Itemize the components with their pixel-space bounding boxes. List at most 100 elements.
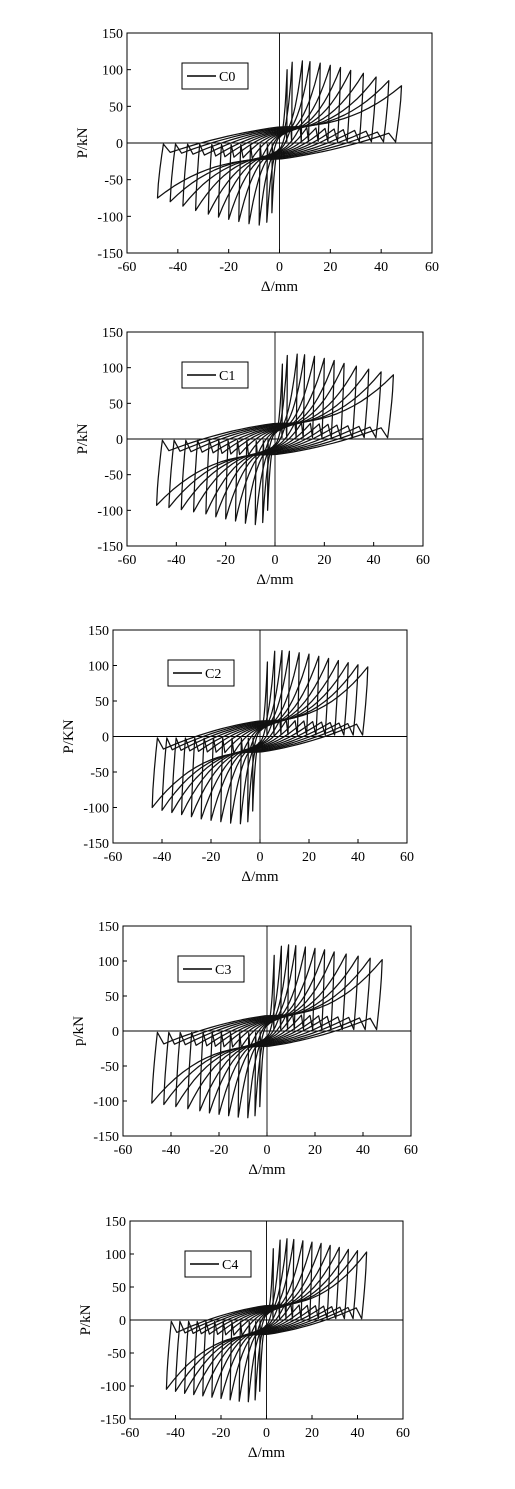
hysteresis-loop — [182, 76, 377, 207]
x-tick-label: 20 — [317, 553, 331, 568]
y-axis-title: p/kN — [71, 1016, 87, 1046]
x-tick-label: 40 — [351, 1426, 365, 1441]
x-tick-label: -40 — [168, 260, 187, 275]
x-tick-label: 60 — [416, 553, 430, 568]
y-tick-label: 150 — [98, 920, 119, 935]
hysteresis-loop — [217, 66, 342, 218]
hysteresis-loop — [151, 666, 369, 809]
x-tick-label: -40 — [153, 850, 172, 865]
x-tick-label: -20 — [216, 553, 235, 568]
y-tick-label: -150 — [100, 1413, 126, 1428]
y-tick-label: -150 — [93, 1130, 119, 1145]
hysteresis-loop — [155, 374, 395, 506]
legend-label: C0 — [219, 70, 235, 85]
x-tick-label: -20 — [210, 1143, 229, 1158]
x-axis-title: Δ/mm — [256, 572, 293, 588]
y-tick-label: 50 — [112, 1281, 126, 1296]
y-tick-label: 0 — [116, 433, 123, 448]
chart-4: -60 -40 -20 0 20 40 60 -150 -100 -50 0 50 100 150 Δ/mm… — [78, 1215, 410, 1461]
hysteresis-loop — [202, 1244, 331, 1397]
y-tick-label: 150 — [88, 624, 109, 639]
x-tick-label: 0 — [257, 850, 264, 865]
y-tick-label: 100 — [105, 1248, 126, 1263]
hysteresis-loop — [151, 958, 383, 1104]
x-tick-label: -60 — [118, 553, 137, 568]
hysteresis-loop — [187, 953, 347, 1110]
chart-2: -60 -40 -20 0 20 40 60 -150 -100 -50 0 50 100 150 Δ/mm… — [61, 624, 414, 885]
x-tick-label: 0 — [263, 1426, 270, 1441]
hysteresis-loop — [190, 657, 330, 818]
hysteresis-loop — [207, 69, 352, 215]
x-tick-label: 60 — [396, 1426, 410, 1441]
hysteresis-loop — [168, 371, 382, 509]
chart-0: -60 -40 -20 0 20 40 60 -150 -100 -50 0 50 100 150 Δ/mm… — [75, 27, 439, 295]
hysteresis-loop — [205, 362, 345, 515]
x-tick-label: -60 — [104, 850, 123, 865]
y-tick-label: 100 — [102, 362, 123, 377]
hysteresis-loop — [180, 368, 370, 511]
x-tick-label: -40 — [162, 1143, 181, 1158]
y-tick-label: -50 — [104, 469, 123, 484]
x-tick-label: 20 — [305, 1426, 319, 1441]
y-axis-title: P/kN — [78, 1304, 94, 1335]
y-tick-label: -150 — [97, 540, 123, 555]
y-tick-label: 50 — [95, 695, 109, 710]
y-tick-label: -50 — [107, 1347, 126, 1362]
y-tick-label: 50 — [109, 397, 123, 412]
x-tick-label: -60 — [114, 1143, 133, 1158]
hysteresis-loop — [183, 1248, 350, 1394]
hysteresis-loop — [156, 85, 403, 199]
x-tick-label: -60 — [121, 1426, 140, 1441]
x-tick-label: 0 — [276, 260, 283, 275]
x-axis-title: Δ/mm — [248, 1162, 285, 1178]
x-axis-title: Δ/mm — [261, 279, 298, 295]
y-tick-label: -100 — [97, 210, 123, 225]
y-axis-title: P/kN — [75, 423, 91, 454]
x-tick-label: -20 — [202, 850, 221, 865]
x-tick-label: 40 — [374, 260, 388, 275]
x-tick-label: 60 — [400, 850, 414, 865]
x-tick-label: 40 — [351, 850, 365, 865]
y-tick-label: -150 — [97, 247, 123, 262]
y-tick-label: -50 — [100, 1060, 119, 1075]
y-tick-label: 150 — [102, 326, 123, 341]
hysteresis-loop — [254, 945, 283, 1117]
y-tick-label: 50 — [109, 100, 123, 115]
y-tick-label: -100 — [83, 802, 109, 817]
y-tick-label: 0 — [116, 137, 123, 152]
x-tick-label: 60 — [404, 1143, 418, 1158]
y-tick-label: -150 — [83, 837, 109, 852]
legend-label: C4 — [222, 1258, 238, 1273]
x-tick-label: -20 — [212, 1426, 231, 1441]
y-tick-label: 150 — [102, 27, 123, 42]
y-axis-title: P/KN — [61, 719, 77, 753]
y-tick-label: -50 — [90, 766, 109, 781]
chart-1: -60 -40 -20 0 20 40 60 -150 -100 -50 0 50 100 150 Δ/mm… — [75, 326, 430, 588]
y-tick-label: 0 — [112, 1025, 119, 1040]
y-tick-label: 100 — [98, 955, 119, 970]
hysteresis-loop — [171, 662, 349, 814]
y-tick-label: 100 — [102, 64, 123, 79]
y-tick-label: 50 — [105, 990, 119, 1005]
x-tick-label: -40 — [167, 553, 186, 568]
y-tick-label: -100 — [97, 504, 123, 519]
x-axis-title: Δ/mm — [241, 869, 278, 885]
hysteresis-loop — [174, 1250, 359, 1392]
y-axis-title: P/kN — [75, 127, 91, 158]
hysteresis-loop — [180, 659, 340, 816]
x-tick-label: 60 — [425, 260, 439, 275]
x-tick-label: -20 — [219, 260, 238, 275]
legend-label: C3 — [215, 963, 231, 978]
y-tick-label: -100 — [93, 1095, 119, 1110]
y-tick-label: -100 — [100, 1380, 126, 1395]
x-tick-label: 20 — [302, 850, 316, 865]
x-tick-label: 20 — [323, 260, 337, 275]
y-tick-label: 0 — [102, 731, 109, 746]
x-axis-title: Δ/mm — [248, 1445, 285, 1461]
hysteresis-loop — [247, 650, 276, 823]
legend-label: C1 — [219, 369, 235, 384]
x-tick-label: 40 — [356, 1143, 370, 1158]
x-tick-label: 0 — [264, 1143, 271, 1158]
y-tick-label: 100 — [88, 660, 109, 675]
